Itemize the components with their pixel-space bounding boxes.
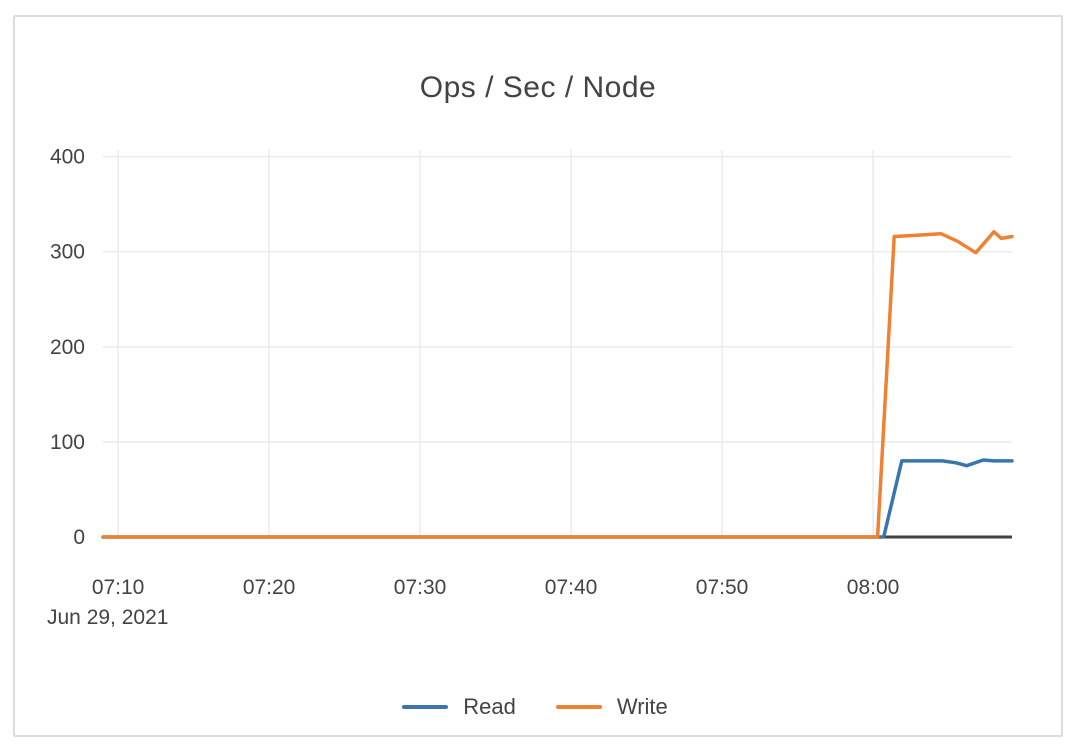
x-tick-label: 07:50 bbox=[696, 576, 749, 599]
x-axis-date-label: Jun 29, 2021 bbox=[47, 606, 169, 629]
y-tick-label: 300 bbox=[50, 241, 85, 264]
legend-item-read[interactable]: Read bbox=[402, 694, 516, 720]
x-tick-label: 07:40 bbox=[545, 576, 598, 599]
x-tick-label: 08:00 bbox=[847, 576, 900, 599]
legend-item-write[interactable]: Write bbox=[555, 694, 668, 720]
legend-label: Read bbox=[463, 694, 516, 719]
y-tick-label: 0 bbox=[73, 526, 85, 549]
x-tick-label: 07:20 bbox=[243, 576, 296, 599]
write-line bbox=[101, 230, 1014, 539]
chart-title: Ops / Sec / Node bbox=[419, 71, 657, 104]
x-tick-label: 07:10 bbox=[92, 576, 145, 599]
x-tick-label: 07:30 bbox=[394, 576, 447, 599]
read-line bbox=[101, 458, 1014, 539]
y-tick-label: 200 bbox=[50, 336, 85, 359]
chart-legend: Read Write bbox=[0, 694, 1070, 720]
y-tick-label: 400 bbox=[50, 146, 85, 169]
write-legend-line-icon bbox=[555, 705, 602, 709]
read-legend-line-icon bbox=[402, 705, 449, 709]
y-tick-label: 100 bbox=[50, 431, 85, 454]
legend-label: Write bbox=[616, 694, 668, 719]
